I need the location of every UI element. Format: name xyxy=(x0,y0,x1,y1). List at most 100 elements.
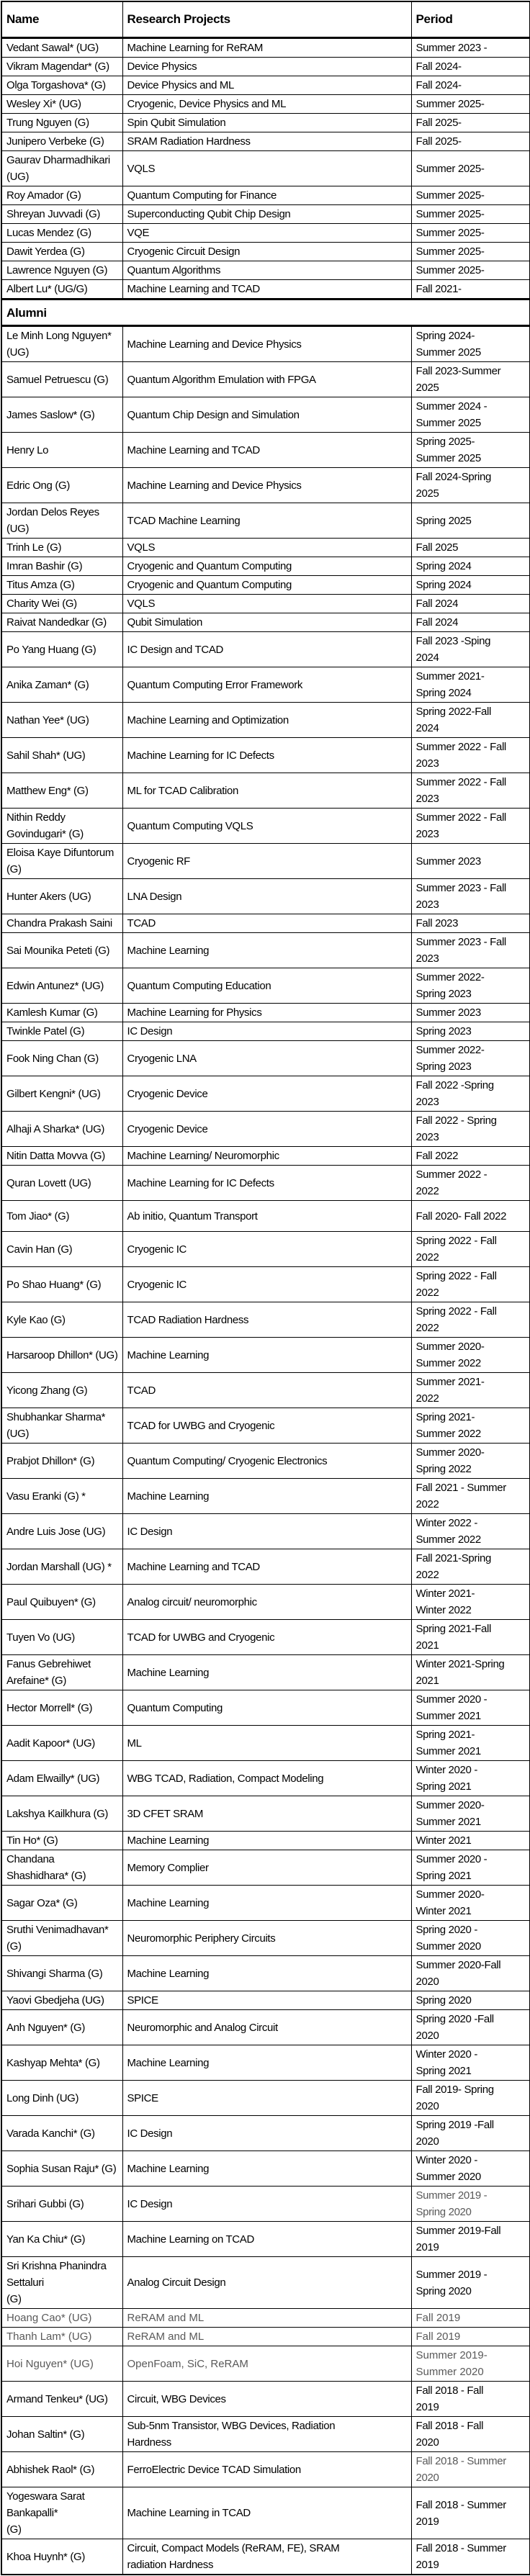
name-cell: Matthew Eng* (G) xyxy=(1,773,123,809)
alumni-section-label: Alumni xyxy=(1,298,530,327)
name-cell: Armand Tenkeu* (UG) xyxy=(1,2381,123,2417)
name-cell: Long Dinh (UG) xyxy=(1,2080,123,2116)
table-row: Shreyan Juvvadi (G) Superconducting Qubit… xyxy=(1,204,530,224)
name-cell: Yicong Zhang (G) xyxy=(1,1372,123,1408)
project-cell: IC Design and TCAD xyxy=(122,631,412,667)
name-cell: Hoi Nguyen* (UG) xyxy=(1,2346,123,2382)
name-cell: Harsaroop Dhillon* (UG) xyxy=(1,1337,123,1373)
period-cell: Spring 2020 - Summer 2020 xyxy=(410,1920,530,1956)
table-row: Olga Torgashova* (G) Device Physics and M… xyxy=(1,76,530,95)
name-cell: Nathan Yee* (UG) xyxy=(1,702,123,738)
period-cell: Spring 2021- Summer 2022 xyxy=(410,1408,530,1444)
project-cell: Quantum Computing VQLS xyxy=(122,808,412,844)
name-cell: Prabjot Dhillon* (G) xyxy=(1,1443,123,1479)
period-cell: Fall 2022 -Spring 2023 xyxy=(410,1076,530,1112)
column-header-research-projects: Research Projects xyxy=(122,1,412,39)
name-cell: Kyle Kao (G) xyxy=(1,1302,123,1338)
period-cell: Fall 2024- xyxy=(410,76,530,95)
table-row: Harsaroop Dhillon* (UG) Machine Learning S… xyxy=(1,1337,530,1373)
table-row: Srihari Gubbi (G) IC Design Summer 2019 - … xyxy=(1,2186,530,2222)
period-cell: Spring 2023 xyxy=(410,1022,530,1041)
period-cell: Spring 2024 xyxy=(410,575,530,595)
period-cell: Fall 2021- xyxy=(410,279,530,300)
table-row: Gaurav Dharmadhikari (UG) VQLS Summer 2025… xyxy=(1,150,530,186)
period-cell: Spring 2024 xyxy=(410,557,530,576)
name-cell: Titus Amza (G) xyxy=(1,575,123,595)
project-cell: ML for TCAD Calibration xyxy=(122,773,412,809)
table-row: Hunter Akers (UG) LNA Design Summer 2023 -… xyxy=(1,878,530,914)
project-cell: SPICE xyxy=(122,2080,412,2116)
name-cell: Edric Ong (G) xyxy=(1,467,123,503)
name-cell: Sahil Shah* (UG) xyxy=(1,737,123,773)
project-cell: Sub-5nm Transistor, WBG Devices, Radiati… xyxy=(122,2416,412,2452)
name-cell: Wesley Xi* (UG) xyxy=(1,94,123,114)
name-cell: Khoa Huynh* (G) xyxy=(1,2539,123,2575)
table-row: Yaovi Gbedjeha (UG) SPICE Spring 2020 xyxy=(1,1991,530,2010)
period-cell: Fall 2019 xyxy=(410,2327,530,2346)
project-cell: TCAD xyxy=(122,1372,412,1408)
project-cell: VQLS xyxy=(122,150,412,186)
name-cell: Hunter Akers (UG) xyxy=(1,878,123,914)
project-cell: Cryogenic LNA xyxy=(122,1040,412,1076)
name-cell: Aadit Kapoor* (UG) xyxy=(1,1725,123,1761)
period-cell: Summer 2022 - Fall 2023 xyxy=(410,808,530,844)
period-cell: Winter 2022 - Summer 2022 xyxy=(410,1513,530,1549)
table-row: Jordan Delos Reyes (UG) TCAD Machine Lear… xyxy=(1,503,530,539)
project-cell: ReRAM and ML xyxy=(122,2308,412,2328)
name-cell: Jordan Delos Reyes (UG) xyxy=(1,503,123,539)
period-cell: Summer 2019-Fall 2019 xyxy=(410,2221,530,2257)
period-cell: Summer 2020- Summer 2022 xyxy=(410,1337,530,1373)
table-row: Nitin Datta Movva (G) Machine Learning/ N… xyxy=(1,1146,530,1166)
name-cell: Lucas Mendez (G) xyxy=(1,223,123,243)
project-cell: Spin Qubit Simulation xyxy=(122,113,412,132)
project-cell: Cryogenic IC xyxy=(122,1231,412,1267)
name-cell: Abhishek Raol* (G) xyxy=(1,2451,123,2487)
period-cell: Fall 2018 - Fall 2020 xyxy=(410,2416,530,2452)
table-row: Lakshya Kailkhura (G) 3D CFET SRAM Summer … xyxy=(1,1796,530,1832)
period-cell: Fall 2022 - Spring 2023 xyxy=(410,1111,530,1147)
name-cell: Chandra Prakash Saini xyxy=(1,914,123,933)
name-cell: Sruthi Venimadhavan* (G) xyxy=(1,1920,123,1956)
project-cell: Circuit, WBG Devices xyxy=(122,2381,412,2417)
name-cell: Anh Nguyen* (G) xyxy=(1,2009,123,2045)
table-row: Charity Wei (G) VQLS Fall 2024 xyxy=(1,594,530,613)
period-cell: Fall 2023-Summer 2025 xyxy=(410,361,530,397)
table-row: Tin Ho* (G) Machine Learning Winter 2021 xyxy=(1,1831,530,1850)
project-cell: Cryogenic and Quantum Computing xyxy=(122,575,412,595)
name-cell: Sai Mounika Peteti (G) xyxy=(1,932,123,968)
name-cell: Shreyan Juvvadi (G) xyxy=(1,204,123,224)
table-row: Hoi Nguyen* (UG) OpenFoam, SiC, ReRAM Summ… xyxy=(1,2346,530,2382)
period-cell: Summer 2025- xyxy=(410,261,530,280)
project-cell: Machine Learning and TCAD xyxy=(122,279,412,300)
period-cell: Summer 2025- xyxy=(410,204,530,224)
period-cell: Summer 2023 xyxy=(410,843,530,879)
period-cell: Summer 2020 - Summer 2021 xyxy=(410,1690,530,1726)
alumni-section-header-row: Alumni xyxy=(1,298,530,327)
name-cell: Nitin Datta Movva (G) xyxy=(1,1146,123,1166)
name-cell: Yogeswara Sarat Bankapalli* (G) xyxy=(1,2487,123,2539)
project-cell: Superconducting Qubit Chip Design xyxy=(122,204,412,224)
name-cell: Srihari Gubbi (G) xyxy=(1,2186,123,2222)
table-row: Hoang Cao* (UG) ReRAM and ML Fall 2019 xyxy=(1,2308,530,2328)
period-cell: Fall 2025- xyxy=(410,132,530,151)
name-cell: Fook Ning Chan (G) xyxy=(1,1040,123,1076)
table-row: Yicong Zhang (G) TCAD Summer 2021- 2022 xyxy=(1,1372,530,1408)
period-cell: Fall 2025 xyxy=(410,538,530,557)
name-cell: Tuyen Vo (UG) xyxy=(1,1619,123,1655)
table-row: Sai Mounika Peteti (G) Machine Learning Su… xyxy=(1,932,530,968)
table-row: Albert Lu* (UG/G) Machine Learning and TC… xyxy=(1,279,530,300)
name-cell: Gilbert Kengni* (UG) xyxy=(1,1076,123,1112)
period-cell: Summer 2025- xyxy=(410,223,530,243)
period-cell: Winter 2020 - Summer 2020 xyxy=(410,2151,530,2187)
name-cell: Vikram Magendar* (G) xyxy=(1,57,123,76)
table-row: Sri Krishna Phanindra Settaluri (G) Analo… xyxy=(1,2256,530,2309)
table-row: Anika Zaman* (G) Quantum Computing Error … xyxy=(1,667,530,703)
name-cell: Vedant Sawal* (UG) xyxy=(1,37,123,58)
table-row: Jordan Marshall (UG) * Machine Learning a… xyxy=(1,1549,530,1585)
table-row: Po Yang Huang (G) IC Design and TCAD Fall … xyxy=(1,631,530,667)
name-cell: Raivat Nandedkar (G) xyxy=(1,613,123,632)
period-cell: Summer 2020 - Spring 2021 xyxy=(410,1850,530,1886)
period-cell: Summer 2023 xyxy=(410,1003,530,1022)
project-cell: Machine Learning for Physics xyxy=(122,1003,412,1022)
